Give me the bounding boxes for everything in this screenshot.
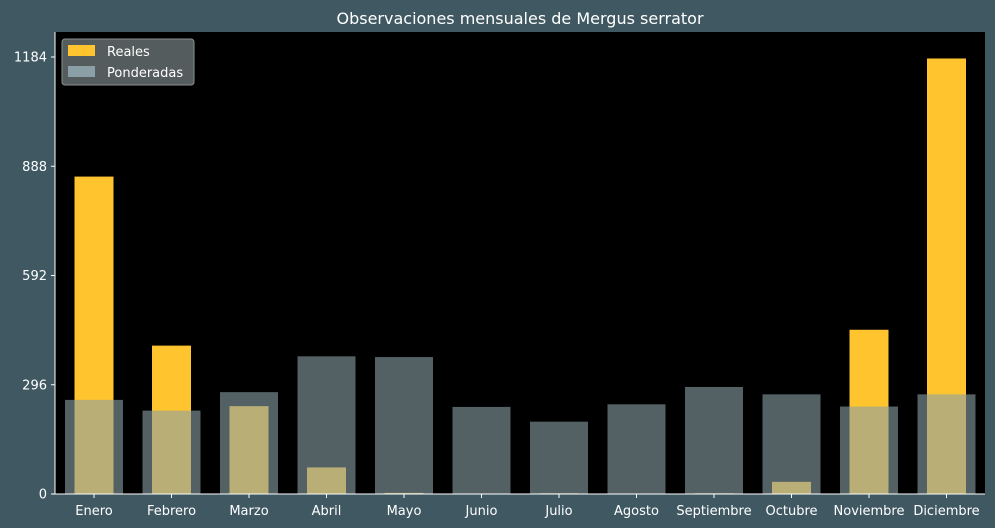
- bar-ponderadas-junio: [452, 406, 511, 494]
- weighted-bars: [65, 356, 976, 494]
- x-tick-label-mayo: Mayo: [387, 504, 422, 519]
- bar-ponderadas-julio: [530, 421, 588, 494]
- x-tick-label-marzo: Marzo: [229, 504, 268, 519]
- bar-ponderadas-octubre: [762, 394, 821, 494]
- y-tick-label-296: 296: [22, 378, 47, 393]
- y-tick-label-1184: 1184: [14, 51, 47, 66]
- bar-ponderadas-enero: [65, 399, 123, 494]
- x-tick-label-junio: Junio: [465, 504, 498, 519]
- bar-ponderadas-abril: [297, 356, 356, 494]
- x-axis: Enero Febrero Marzo Abril Mayo Junio Julio Agos…: [55, 493, 985, 519]
- x-tick-label-febrero: Febrero: [147, 504, 196, 519]
- chart-title: Observaciones mensuales de Mergus serrat…: [336, 9, 703, 28]
- legend-swatch-reales: [68, 45, 95, 56]
- x-tick-label-enero: Enero: [75, 504, 113, 519]
- x-tick-label-septiembre: Septiembre: [676, 504, 751, 519]
- legend: Reales Ponderadas: [61, 38, 195, 86]
- x-tick-label-octubre: Octubre: [765, 504, 817, 519]
- y-tick-label-888: 888: [22, 160, 47, 175]
- x-tick-label-abril: Abril: [312, 504, 342, 519]
- y-tick-label-0: 0: [39, 488, 47, 503]
- legend-swatch-ponderadas: [68, 66, 95, 77]
- bar-ponderadas-marzo: [220, 392, 278, 494]
- bar-ponderadas-agosto: [607, 404, 666, 494]
- y-axis: 0 296 592 888 1184: [14, 32, 56, 503]
- legend-label-reales: Reales: [107, 45, 150, 60]
- bar-ponderadas-diciembre: [917, 394, 976, 494]
- bar-ponderadas-febrero: [142, 410, 201, 494]
- plot-area: [55, 32, 985, 494]
- x-tick-label-julio: Julio: [544, 504, 572, 519]
- bar-ponderadas-noviembre: [840, 406, 898, 494]
- x-tick-label-diciembre: Diciembre: [913, 504, 979, 519]
- y-tick-label-592: 592: [22, 269, 47, 284]
- legend-label-ponderadas: Ponderadas: [107, 66, 183, 81]
- bar-ponderadas-mayo: [375, 357, 433, 494]
- bar-ponderadas-septiembre: [685, 386, 743, 494]
- x-tick-label-noviembre: Noviembre: [834, 504, 905, 519]
- x-tick-label-agosto: Agosto: [614, 504, 659, 519]
